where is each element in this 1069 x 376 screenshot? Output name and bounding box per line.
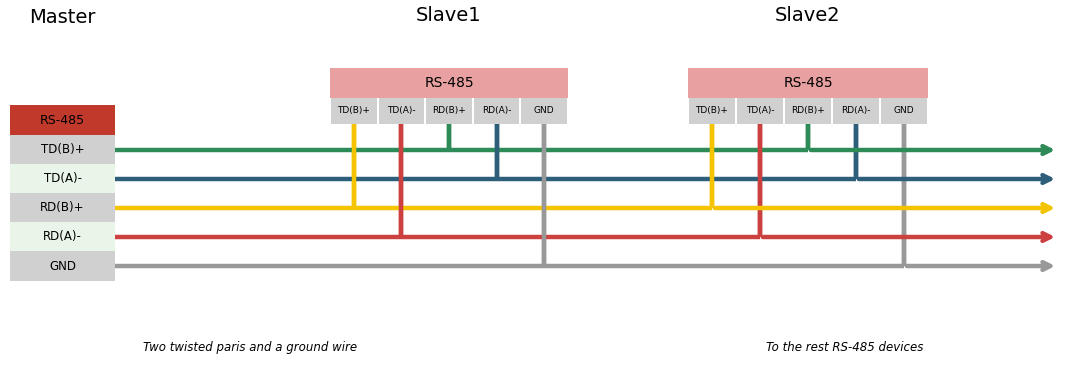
- Text: GND: GND: [894, 106, 914, 115]
- Text: RS-485: RS-485: [784, 76, 833, 90]
- Bar: [331, 98, 376, 124]
- Text: TD(A)-: TD(A)-: [387, 106, 416, 115]
- Bar: [10, 105, 115, 135]
- Text: RS-485: RS-485: [40, 114, 86, 126]
- Text: TD(A)-: TD(A)-: [746, 106, 774, 115]
- Bar: [688, 68, 928, 98]
- Text: Slave2: Slave2: [775, 6, 841, 25]
- Text: Two twisted paris and a ground wire: Two twisted paris and a ground wire: [143, 341, 357, 354]
- Bar: [378, 98, 424, 124]
- Text: RD(A)-: RD(A)-: [43, 230, 82, 244]
- Bar: [427, 98, 471, 124]
- Text: To the rest RS-485 devices: To the rest RS-485 devices: [766, 341, 924, 354]
- Text: RD(B)+: RD(B)+: [791, 106, 825, 115]
- Bar: [10, 222, 115, 252]
- Text: Master: Master: [29, 8, 96, 27]
- Bar: [737, 98, 783, 124]
- Bar: [522, 98, 567, 124]
- Bar: [881, 98, 927, 124]
- Text: TD(A)-: TD(A)-: [44, 173, 81, 185]
- Text: RS-485: RS-485: [424, 76, 474, 90]
- Text: GND: GND: [49, 259, 76, 273]
- Text: RD(B)+: RD(B)+: [432, 106, 466, 115]
- Bar: [833, 98, 879, 124]
- Bar: [10, 193, 115, 223]
- Bar: [10, 251, 115, 281]
- Bar: [10, 135, 115, 165]
- Bar: [10, 164, 115, 194]
- Text: GND: GND: [533, 106, 555, 115]
- Text: RD(A)-: RD(A)-: [482, 106, 511, 115]
- Text: TD(B)+: TD(B)+: [338, 106, 370, 115]
- Text: RD(A)-: RD(A)-: [841, 106, 871, 115]
- Text: TD(B)+: TD(B)+: [696, 106, 728, 115]
- Text: Slave1: Slave1: [416, 6, 482, 25]
- Bar: [785, 98, 831, 124]
- Text: TD(B)+: TD(B)+: [41, 144, 84, 156]
- Bar: [690, 98, 735, 124]
- Text: RD(B)+: RD(B)+: [41, 202, 84, 214]
- Bar: [330, 68, 568, 98]
- Bar: [474, 98, 520, 124]
